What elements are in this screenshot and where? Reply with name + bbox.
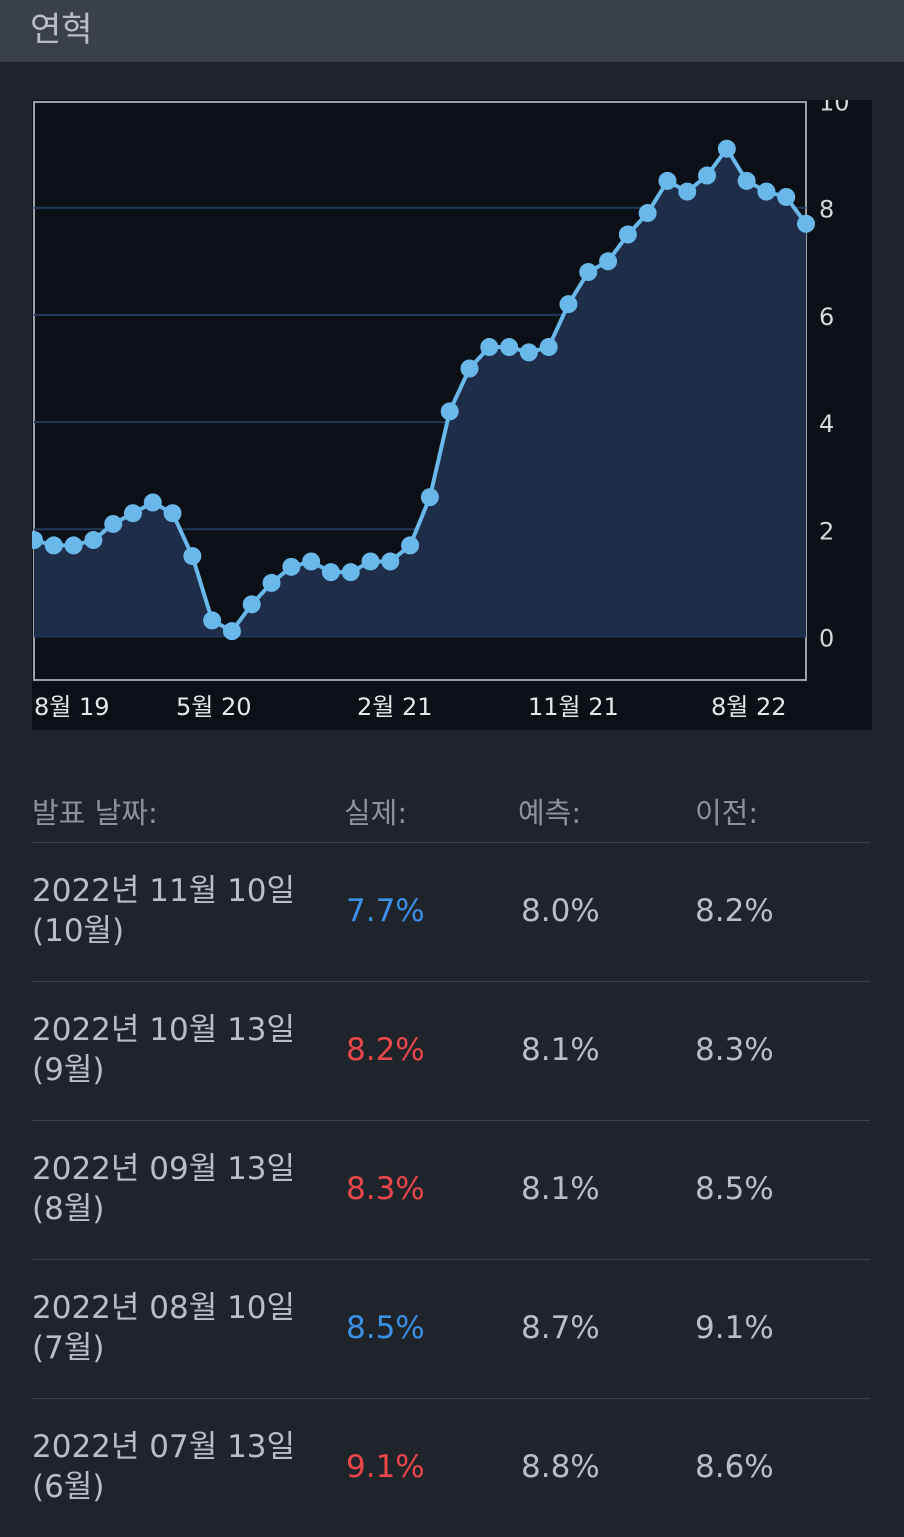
actual-value: 8.3% — [346, 1171, 425, 1207]
data-point[interactable] — [321, 563, 340, 582]
forecast-value: 8.7% — [521, 1310, 600, 1346]
data-point[interactable] — [460, 359, 479, 378]
actual-value: 8.5% — [346, 1310, 425, 1346]
section-header: 연혁 — [0, 0, 904, 62]
previous-value: 8.6% — [695, 1449, 774, 1485]
data-point[interactable] — [519, 343, 538, 362]
data-point[interactable] — [32, 531, 43, 550]
data-point[interactable] — [579, 263, 598, 282]
history-chart: 0 2 4 6 8 10 8월 19 5월 20 2월 21 11월 21 8월 22 — [32, 100, 872, 730]
x-tick-label: 5월 20 — [176, 693, 252, 721]
release-date: 2022년 07월 13일 — [32, 1429, 296, 1465]
actual-value: 8.2% — [346, 1032, 425, 1068]
release-date-cell: 2022년 10월 13일 (9월) — [32, 1010, 332, 1090]
y-tick-label: 6 — [819, 303, 834, 331]
previous-value: 8.3% — [695, 1032, 774, 1068]
release-date-cell: 2022년 11월 10일 (10월) — [32, 871, 332, 951]
header-forecast: 예측: — [518, 796, 582, 830]
data-point[interactable] — [599, 252, 618, 271]
x-tick-label: 8월 19 — [34, 693, 110, 721]
data-point[interactable] — [618, 225, 637, 244]
y-tick-label: 4 — [819, 410, 834, 438]
table-row[interactable]: 2022년 11월 10일 (10월) 7.7% 8.0% 8.2% — [32, 843, 870, 982]
forecast-value: 8.1% — [521, 1171, 600, 1207]
previous-value: 9.1% — [695, 1310, 774, 1346]
actual-value: 9.1% — [346, 1449, 425, 1485]
data-point[interactable] — [341, 563, 360, 582]
section-title: 연혁 — [30, 10, 93, 50]
release-period: (7월) — [32, 1330, 105, 1366]
release-period: (8월) — [32, 1191, 105, 1227]
chart-svg: 0 2 4 6 8 10 8월 19 5월 20 2월 21 11월 21 8월 22 — [32, 100, 850, 721]
data-point[interactable] — [638, 204, 657, 223]
header-previous: 이전: — [695, 796, 759, 830]
actual-value: 7.7% — [346, 893, 425, 929]
table-row[interactable]: 2022년 10월 13일 (9월) 8.2% 8.1% 8.3% — [32, 982, 870, 1121]
x-tick-label: 8월 22 — [711, 693, 787, 721]
y-tick-label: 2 — [819, 517, 834, 545]
data-point[interactable] — [678, 182, 697, 201]
header-actual: 실제: — [344, 796, 408, 830]
data-point[interactable] — [559, 295, 578, 314]
data-point[interactable] — [123, 504, 142, 523]
release-period: (9월) — [32, 1052, 105, 1088]
y-tick-label: 0 — [819, 625, 834, 653]
data-point[interactable] — [480, 338, 499, 357]
data-point[interactable] — [64, 536, 83, 555]
data-point[interactable] — [203, 611, 222, 630]
area-fill — [34, 148, 806, 637]
series-line — [33, 145, 808, 634]
release-date: 2022년 08월 10일 — [32, 1290, 296, 1326]
data-point[interactable] — [104, 514, 123, 533]
release-date: 2022년 10월 13일 — [32, 1012, 296, 1048]
data-point[interactable] — [539, 338, 558, 357]
table-row[interactable]: 2022년 09월 13일 (8월) 8.3% 8.1% 8.5% — [32, 1121, 870, 1260]
data-point[interactable] — [242, 595, 261, 614]
history-table: 발표 날짜: 실제: 예측: 이전: 2022년 11월 10일 (10월) 7… — [32, 772, 870, 1537]
release-date: 2022년 09월 13일 — [32, 1151, 296, 1187]
data-point[interactable] — [757, 182, 776, 201]
data-point[interactable] — [302, 552, 321, 571]
x-tick-label: 2월 21 — [357, 693, 433, 721]
data-point[interactable] — [737, 171, 756, 190]
forecast-value: 8.8% — [521, 1449, 600, 1485]
data-point[interactable] — [777, 187, 796, 206]
data-point[interactable] — [282, 557, 301, 576]
release-date-cell: 2022년 09월 13일 (8월) — [32, 1149, 332, 1229]
data-point[interactable] — [262, 573, 281, 592]
y-tick-label: 10 — [819, 100, 850, 117]
data-point[interactable] — [183, 547, 202, 566]
x-tick-label: 11월 21 — [528, 693, 619, 721]
table-row[interactable]: 2022년 07월 13일 (6월) 9.1% 8.8% 8.6% — [32, 1399, 870, 1537]
data-point[interactable] — [797, 214, 815, 233]
table-header: 발표 날짜: 실제: 예측: 이전: — [32, 772, 870, 843]
release-period: (6월) — [32, 1469, 105, 1505]
data-point[interactable] — [698, 166, 717, 185]
forecast-value: 8.0% — [521, 893, 600, 929]
data-point[interactable] — [500, 338, 519, 357]
y-tick-label: 8 — [819, 196, 834, 224]
data-point[interactable] — [717, 139, 736, 158]
forecast-value: 8.1% — [521, 1032, 600, 1068]
data-point[interactable] — [401, 536, 420, 555]
data-point[interactable] — [381, 552, 400, 571]
data-point[interactable] — [44, 536, 63, 555]
data-point[interactable] — [143, 493, 162, 512]
previous-value: 8.2% — [695, 893, 774, 929]
release-date-cell: 2022년 08월 10일 (7월) — [32, 1288, 332, 1368]
release-date: 2022년 11월 10일 — [32, 873, 296, 909]
data-point[interactable] — [222, 622, 241, 641]
release-period: (10월) — [32, 913, 125, 949]
table-row[interactable]: 2022년 08월 10일 (7월) 8.5% 8.7% 9.1% — [32, 1260, 870, 1399]
release-date-cell: 2022년 07월 13일 (6월) — [32, 1427, 332, 1507]
data-point[interactable] — [84, 531, 103, 550]
previous-value: 8.5% — [695, 1171, 774, 1207]
data-point[interactable] — [361, 552, 380, 571]
header-date: 발표 날짜: — [32, 796, 158, 830]
data-point[interactable] — [163, 504, 182, 523]
data-point[interactable] — [658, 171, 677, 190]
data-point[interactable] — [440, 402, 459, 421]
data-point[interactable] — [420, 488, 439, 507]
